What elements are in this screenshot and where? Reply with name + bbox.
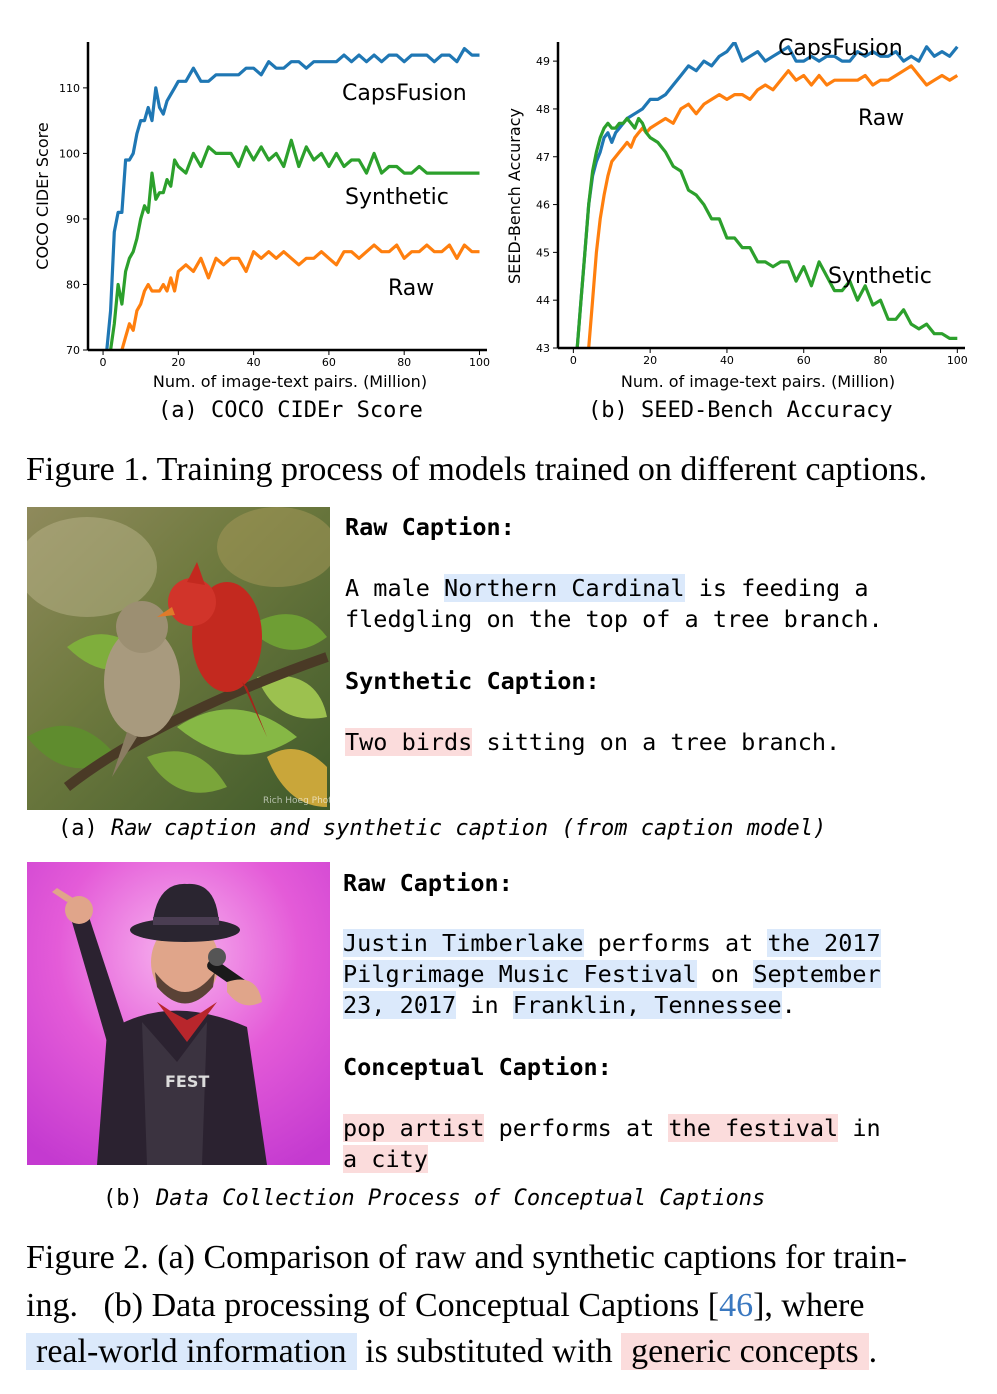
series-line-capsfusion: [575, 42, 959, 348]
series-label-capsfusion: CapsFusion: [778, 36, 903, 61]
highlight-real-world: September: [753, 960, 881, 988]
x-tick-label: 60: [322, 356, 336, 369]
x-tick-label: 100: [469, 356, 490, 369]
x-tick-label: 0: [100, 356, 107, 369]
y-tick-label: 110: [59, 82, 80, 95]
highlight-real-world: Franklin, Tennessee: [512, 991, 782, 1019]
chart-seed-bench: CapsFusion Raw Synthetic 0 20 40 60 80 100 43 44 45…: [505, 36, 968, 391]
highlight-real-world: real-world information: [26, 1333, 357, 1370]
series-label-capsfusion: CapsFusion: [342, 81, 467, 106]
raw-caption-b-line-2: Pilgrimage Music Festival on September: [343, 960, 881, 988]
raw-caption-heading: Raw Caption:: [345, 513, 515, 541]
series-label-synthetic: Synthetic: [828, 264, 932, 289]
chart-coco-cider: CapsFusion Synthetic Raw 0 20 40 60 80 100 70 80 90…: [33, 42, 490, 391]
subcaption-a: (a) COCO CIDEr Score: [158, 398, 423, 423]
subcaption-2b: (b) Data Collection Process of Conceptua…: [103, 1186, 766, 1211]
series-line-capsfusion: [105, 46, 480, 350]
synthetic-caption-line: Two birds sitting on a tree branch.: [345, 728, 841, 756]
conceptual-caption-line-2: a city: [343, 1145, 428, 1173]
highlight-real-world: 23, 2017: [343, 991, 457, 1019]
series-label-raw: Raw: [388, 276, 434, 301]
series-line-raw: [587, 64, 959, 348]
highlight-real-world: Justin Timberlake: [343, 929, 584, 957]
x-tick-label: 0: [570, 354, 577, 367]
watermark: Rich Hoeg Photo: [263, 796, 330, 806]
figure-1: CapsFusion Synthetic Raw 0 20 40 60 80 100 70 80 90…: [0, 0, 997, 440]
raw-caption-line-1: A male Northern Cardinal is feeding a: [345, 574, 869, 602]
synthetic-caption-heading: Synthetic Caption:: [345, 667, 600, 695]
x-axis-label: Num. of image-text pairs. (Million): [153, 372, 427, 391]
y-tick-label: 90: [66, 213, 80, 226]
y-tick-label: 46: [536, 199, 550, 212]
y-tick-label: 45: [536, 246, 550, 259]
highlight-real-world: Northern Cardinal: [444, 574, 685, 602]
raw-caption-b-line-1: Justin Timberlake performs at the 2017: [343, 929, 881, 957]
highlight-generic: Two birds: [345, 728, 473, 756]
figure-2-caption-line-3: real-world information is substituted wi…: [26, 1328, 877, 1376]
raw-caption-heading-b: Raw Caption:: [343, 869, 513, 897]
series-label-raw: Raw: [858, 106, 904, 131]
x-tick-label: 40: [247, 356, 261, 369]
highlight-generic: a city: [343, 1145, 428, 1173]
y-tick-label: 44: [536, 294, 550, 307]
highlight-generic: generic concepts: [621, 1333, 869, 1370]
highlight-real-world: the 2017: [767, 929, 881, 957]
y-tick-label: 43: [536, 342, 550, 355]
y-tick-label: 70: [66, 344, 80, 357]
y-tick-label: 48: [536, 103, 550, 116]
y-axis-label: SEED-Bench Accuracy: [505, 108, 524, 284]
series-line-synthetic: [109, 138, 480, 350]
y-tick-label: 49: [536, 55, 550, 68]
x-tick-label: 80: [397, 356, 411, 369]
series-line-raw: [120, 243, 480, 350]
subcaption-2a: (a) Raw caption and synthetic caption (f…: [58, 816, 827, 841]
x-tick-label: 20: [171, 356, 185, 369]
y-tick-label: 47: [536, 151, 550, 164]
figure-2-caption-line-2: ing. (b) Data processing of Conceptual C…: [26, 1287, 865, 1324]
figure-1-caption: Figure 1. Training process of models tra…: [26, 451, 928, 488]
highlight-real-world: Pilgrimage Music Festival: [343, 960, 697, 988]
y-axis-label: COCO CIDEr Score: [33, 122, 52, 269]
raw-caption-b-line-3: 23, 2017 in Franklin, Tennessee.: [343, 991, 796, 1019]
highlight-generic: the festival: [668, 1114, 839, 1142]
figure-2-caption-line-1: Figure 2. (a) Comparison of raw and synt…: [26, 1239, 907, 1276]
x-tick-label: 80: [874, 354, 888, 367]
highlight-generic: pop artist: [343, 1114, 485, 1142]
series-line-synthetic: [575, 116, 958, 348]
x-tick-label: 20: [643, 354, 657, 367]
conceptual-caption-line-1: pop artist performs at the festival in: [343, 1114, 881, 1142]
cardinal-photo: Rich Hoeg Photo: [27, 507, 330, 810]
raw-caption-line-2: fledgling on the top of a tree branch.: [345, 605, 883, 633]
x-axis-label: Num. of image-text pairs. (Million): [621, 372, 895, 391]
x-tick-label: 100: [947, 354, 968, 367]
conceptual-caption-heading: Conceptual Caption:: [343, 1053, 612, 1081]
citation-link[interactable]: 46: [719, 1287, 754, 1324]
subcaption-b: (b) SEED-Bench Accuracy: [588, 398, 893, 423]
performer-photo: FEST: [27, 862, 330, 1165]
x-tick-label: 60: [797, 354, 811, 367]
shirt-text: FEST: [165, 1072, 210, 1091]
y-tick-label: 80: [66, 278, 80, 291]
series-label-synthetic: Synthetic: [345, 185, 449, 210]
y-tick-label: 100: [59, 147, 80, 160]
x-tick-label: 40: [720, 354, 734, 367]
